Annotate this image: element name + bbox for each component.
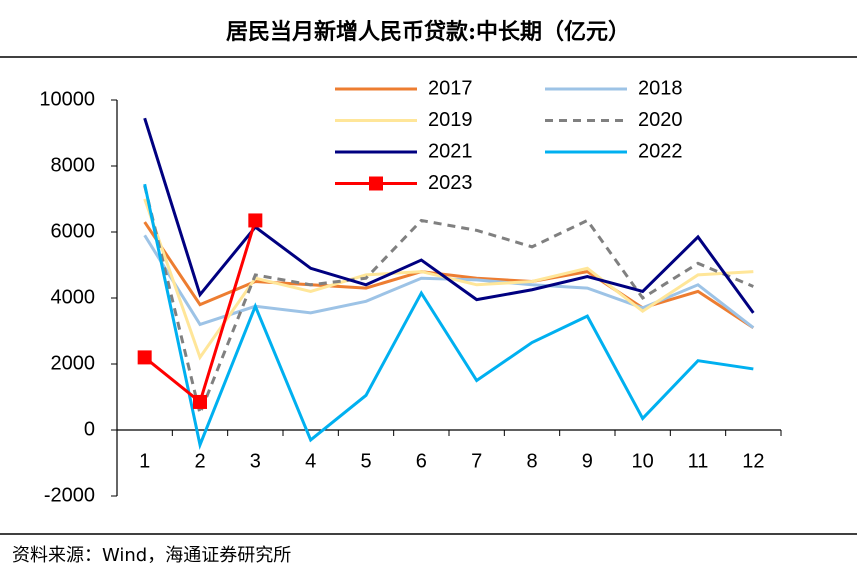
legend-label: 2021 — [428, 140, 473, 162]
x-tick-label: 2 — [194, 450, 205, 472]
legend-label: 2017 — [428, 77, 473, 99]
y-tick-label: 4000 — [51, 286, 96, 308]
x-tick-label: 3 — [250, 450, 261, 472]
x-tick-label: 8 — [526, 450, 537, 472]
y-tick-label: 8000 — [51, 154, 96, 176]
legend-label: 2023 — [428, 172, 473, 194]
chart-title: 居民当月新增人民币贷款:中长期（亿元） — [226, 19, 630, 45]
x-tick-label: 5 — [360, 450, 371, 472]
y-tick-label: 2000 — [51, 352, 96, 374]
point-marker — [248, 213, 263, 228]
point-marker — [193, 394, 207, 409]
x-tick-label: 1 — [139, 450, 150, 472]
y-tick-label: 0 — [84, 418, 95, 440]
legend-label: 2022 — [638, 140, 683, 162]
x-tick-label: 7 — [471, 450, 482, 472]
x-tick-label: 9 — [582, 450, 593, 472]
legend-marker — [369, 176, 383, 191]
x-tick-label: 10 — [632, 450, 654, 472]
x-tick-label: 12 — [742, 450, 764, 472]
x-tick-label: 6 — [416, 450, 427, 472]
legend-label: 2020 — [638, 109, 683, 131]
y-tick-label: 6000 — [51, 220, 96, 242]
x-tick-label: 4 — [305, 450, 316, 472]
y-tick-label: 10000 — [39, 88, 95, 110]
series-line — [143, 117, 755, 314]
legend-label: 2018 — [638, 77, 683, 99]
legend-label: 2019 — [428, 109, 473, 131]
x-tick-label: 11 — [688, 450, 709, 472]
point-marker — [137, 350, 152, 365]
series-line — [143, 183, 754, 450]
series-line — [143, 185, 754, 419]
y-tick-label: -2000 — [44, 484, 95, 506]
source: 资料来源：Wind，海通证券研究所 — [12, 545, 291, 566]
